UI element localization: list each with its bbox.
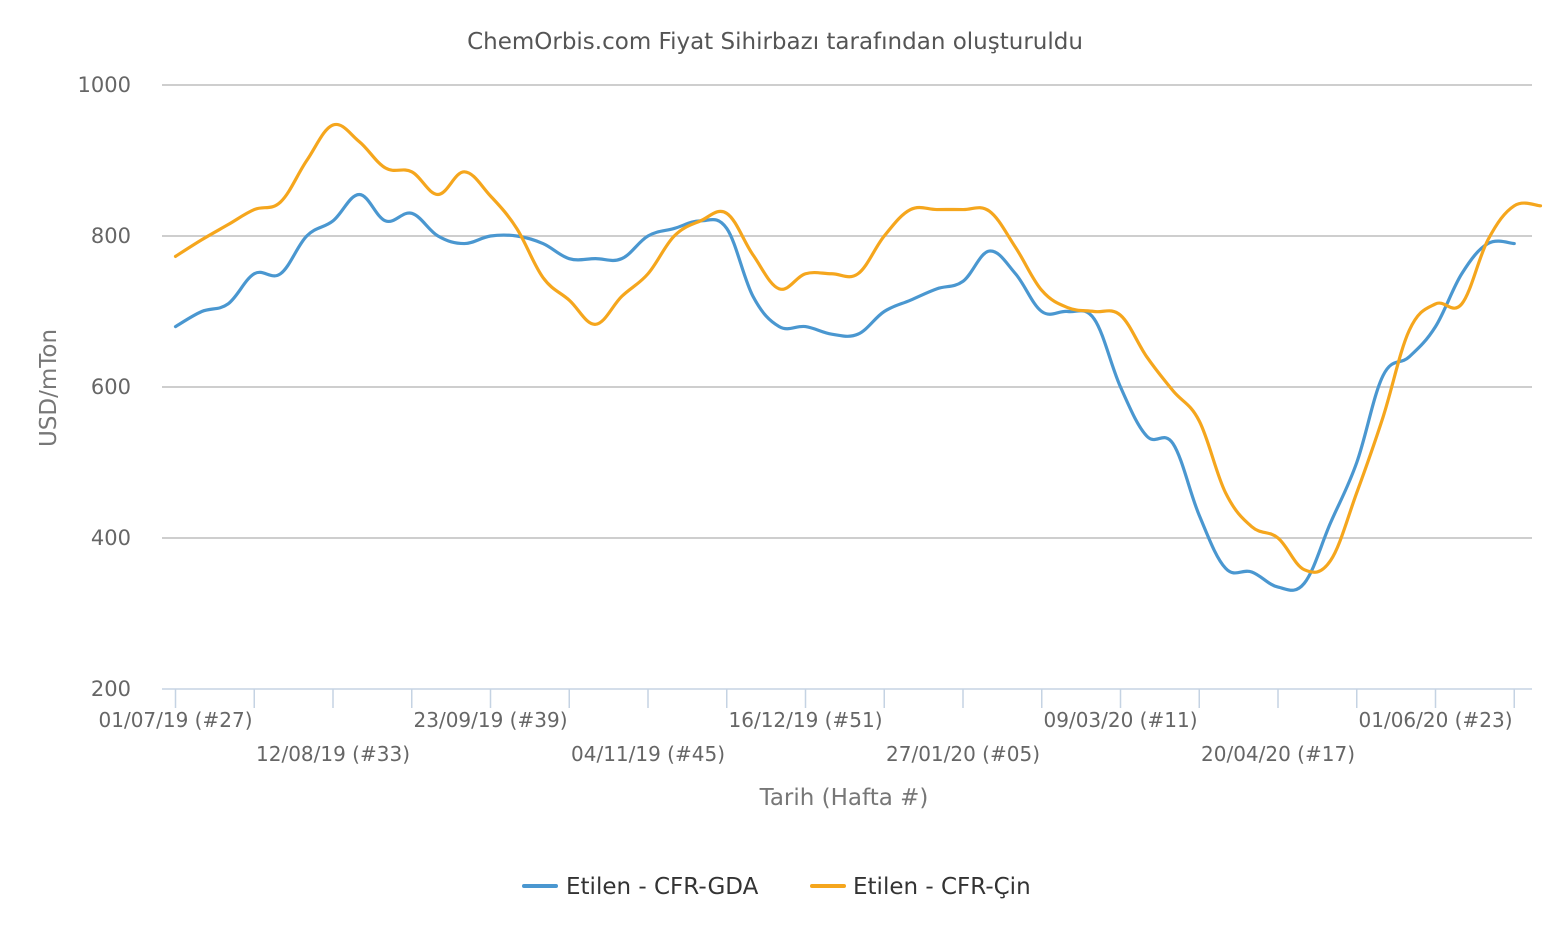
gridlines bbox=[162, 84, 1532, 539]
series-line-0 bbox=[173, 192, 1516, 592]
x-tick-label: 27/01/20 (#05) bbox=[886, 742, 1040, 766]
y-tick-label: 800 bbox=[91, 224, 131, 248]
x-tick-label: 12/08/19 (#33) bbox=[256, 742, 410, 766]
series-line-1 bbox=[173, 122, 1543, 574]
legend-label: Etilen - CFR-Çin bbox=[853, 874, 1031, 900]
x-axis-ticks: 01/07/19 (#27)12/08/19 (#33)23/09/19 (#3… bbox=[99, 689, 1515, 766]
legend-item[interactable]: Etilen - CFR-GDA bbox=[522, 874, 759, 900]
x-tick-label: 16/12/19 (#51) bbox=[729, 708, 883, 732]
y-tick-label: 400 bbox=[91, 526, 131, 550]
chart-title: ChemOrbis.com Fiyat Sihirbazı tarafından… bbox=[467, 29, 1083, 55]
y-axis-title: USD/mTon bbox=[36, 329, 62, 447]
x-tick-label: 09/03/20 (#11) bbox=[1044, 708, 1198, 732]
series-lines bbox=[173, 122, 1543, 592]
x-tick-label: 23/09/19 (#39) bbox=[414, 708, 568, 732]
legend: Etilen - CFR-GDA Etilen - CFR-Çin bbox=[522, 874, 1031, 900]
x-tick-label: 01/06/20 (#23) bbox=[1359, 708, 1513, 732]
y-tick-label: 200 bbox=[91, 677, 131, 701]
x-tick-label: 04/11/19 (#45) bbox=[571, 742, 725, 766]
legend-item[interactable]: Etilen - CFR-Çin bbox=[810, 874, 1031, 900]
x-axis-title: Tarih (Hafta #) bbox=[759, 785, 929, 811]
legend-label: Etilen - CFR-GDA bbox=[566, 874, 759, 900]
x-tick-label: 01/07/19 (#27) bbox=[99, 708, 253, 732]
x-tick-label: 20/04/20 (#17) bbox=[1201, 742, 1355, 766]
y-tick-label: 600 bbox=[91, 375, 131, 399]
y-tick-label: 1000 bbox=[78, 73, 131, 97]
y-axis-tick-labels: 200 400 600 800 1000 bbox=[78, 73, 131, 701]
